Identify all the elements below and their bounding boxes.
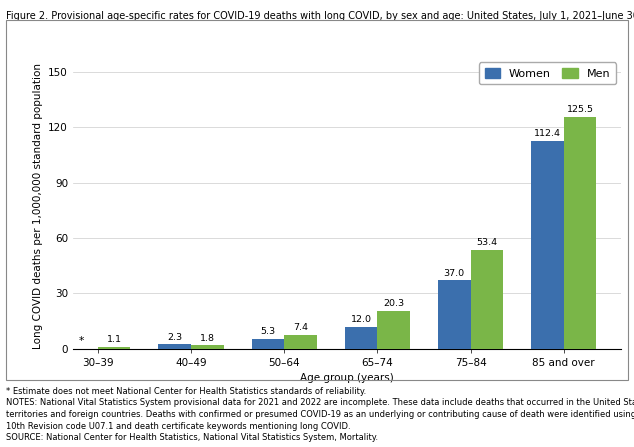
Text: *: * <box>79 337 84 346</box>
Bar <box>98 346 131 349</box>
Text: 12.0: 12.0 <box>351 315 372 324</box>
Bar <box>564 117 597 349</box>
Bar <box>438 280 470 349</box>
Bar <box>158 345 191 349</box>
Text: SOURCE: National Center for Health Statistics, National Vital Statistics System,: SOURCE: National Center for Health Stati… <box>6 433 378 442</box>
Bar <box>531 141 564 349</box>
Text: 112.4: 112.4 <box>534 130 561 139</box>
Bar <box>345 326 377 349</box>
Bar <box>252 339 284 349</box>
Text: 1.8: 1.8 <box>200 333 215 342</box>
Text: 37.0: 37.0 <box>444 269 465 278</box>
Bar <box>470 250 503 349</box>
Legend: Women, Men: Women, Men <box>479 63 616 84</box>
Bar <box>284 335 317 349</box>
Text: 7.4: 7.4 <box>293 323 308 332</box>
Text: territories and foreign countries. Deaths with confirmed or presumed COVID-19 as: territories and foreign countries. Death… <box>6 410 634 419</box>
Y-axis label: Long COVID deaths per 1,000,000 standard population: Long COVID deaths per 1,000,000 standard… <box>33 63 42 349</box>
Text: NOTES: National Vital Statistics System provisional data for 2021 and 2022 are i: NOTES: National Vital Statistics System … <box>6 398 634 407</box>
Text: 5.3: 5.3 <box>261 327 275 336</box>
X-axis label: Age group (years): Age group (years) <box>301 373 394 383</box>
Text: 53.4: 53.4 <box>476 238 498 247</box>
Text: 125.5: 125.5 <box>567 105 593 114</box>
Text: 1.1: 1.1 <box>107 335 122 344</box>
Bar <box>191 346 224 349</box>
Text: * Estimate does not meet National Center for Health Statistics standards of reli: * Estimate does not meet National Center… <box>6 387 366 396</box>
Text: 20.3: 20.3 <box>383 299 404 308</box>
Text: 10th Revision code U07.1 and death certificate keywords mentioning long COVID.: 10th Revision code U07.1 and death certi… <box>6 422 351 430</box>
Bar <box>377 311 410 349</box>
Text: Figure 2. Provisional age-specific rates for COVID-19 deaths with long COVID, by: Figure 2. Provisional age-specific rates… <box>6 11 634 21</box>
Text: 2.3: 2.3 <box>167 333 183 342</box>
